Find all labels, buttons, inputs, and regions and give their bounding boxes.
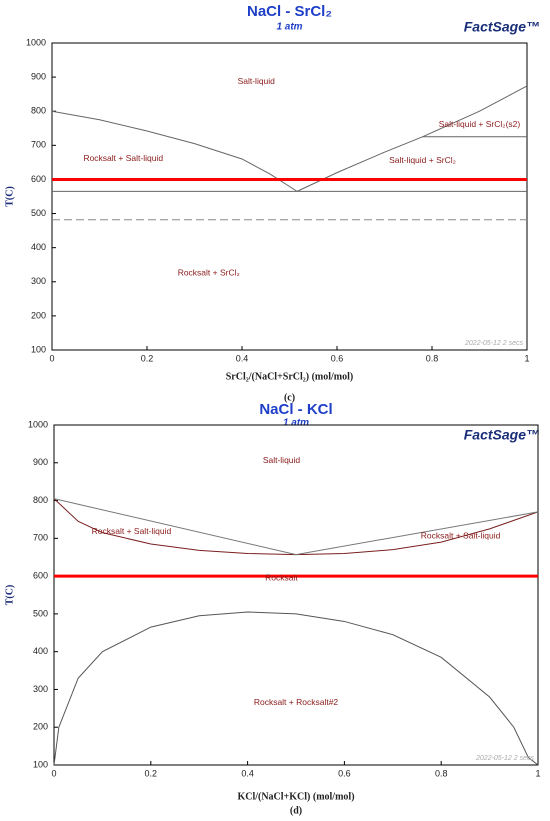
phase-line: [53, 611, 539, 766]
region-label: Rocksalt + Salt-liquid: [83, 153, 163, 163]
y-tick-label: 100: [31, 344, 46, 354]
phase-line: [51, 110, 298, 192]
y-axis-label: T(C): [4, 585, 15, 606]
chart-subtitle: 1 atm: [276, 22, 302, 33]
region-label: Rocksalt + SrCl₂: [178, 268, 240, 278]
y-tick-label: 700: [33, 533, 48, 543]
y-tick-label: 900: [33, 457, 48, 467]
region-label: Salt-liquid: [238, 76, 276, 86]
chart-title: NaCl - KCl: [259, 401, 332, 418]
y-axis-label: T(C): [4, 186, 15, 207]
x-tick-label: 0.8: [426, 353, 439, 363]
y-tick-label: 900: [31, 71, 46, 81]
region-label: Rocksalt + Salt-liquid: [421, 531, 501, 541]
y-tick-label: 600: [33, 570, 48, 580]
y-tick-label: 1000: [26, 37, 46, 47]
logo: FactSage™: [464, 19, 540, 35]
phase-line: [53, 498, 539, 556]
y-tick-label: 800: [31, 106, 46, 116]
x-tick-label: 0.4: [236, 353, 249, 363]
region-label: Rocksalt + Salt-liquid: [92, 526, 172, 536]
chart-title: NaCl - SrCl₂: [247, 3, 332, 20]
timestamp: 2022-05-12 2 secs: [475, 755, 534, 762]
y-tick-label: 400: [31, 242, 46, 252]
region-label: Salt-liquid: [263, 455, 301, 465]
y-tick-label: 300: [33, 684, 48, 694]
y-tick-label: 100: [33, 759, 48, 769]
region-label: Rocksalt: [265, 572, 298, 582]
caption: (c): [284, 392, 295, 403]
x-tick-label: 0: [49, 353, 54, 363]
x-tick-label: 0: [51, 768, 56, 778]
y-tick-label: 500: [31, 208, 46, 218]
x-axis-label: SrCl₂/(NaCl+SrCl₂) (mol/mol): [226, 371, 354, 382]
timestamp: 2022-05-12 2 secs: [464, 340, 523, 347]
x-tick-label: 0.4: [241, 768, 254, 778]
x-tick-label: 1: [524, 353, 529, 363]
y-tick-label: 200: [31, 310, 46, 320]
x-tick-label: 0.6: [331, 353, 344, 363]
y-tick-label: 400: [33, 646, 48, 656]
x-tick-label: 1: [535, 768, 540, 778]
region-label: Salt-liquid + SrCl₂: [389, 155, 456, 165]
y-tick-label: 600: [31, 174, 46, 184]
chart-subtitle: 1 atm: [283, 418, 309, 429]
y-tick-label: 500: [33, 608, 48, 618]
plot-frame: [51, 42, 528, 351]
x-tick-label: 0.6: [338, 768, 351, 778]
y-tick-label: 700: [31, 140, 46, 150]
y-tick-label: 200: [33, 722, 48, 732]
caption: (d): [290, 805, 302, 816]
x-tick-label: 0.2: [145, 768, 158, 778]
y-tick-label: 1000: [28, 419, 48, 429]
plot-frame: [53, 424, 539, 766]
x-tick-label: 0.8: [435, 768, 448, 778]
phase-line: [53, 498, 539, 556]
region-label: Salt-liquid + SrCl₂(s2): [439, 119, 521, 129]
region-label: Rocksalt + Rocksalt#2: [254, 697, 339, 707]
logo: FactSage™: [464, 427, 540, 443]
y-tick-label: 800: [33, 495, 48, 505]
y-tick-label: 300: [31, 276, 46, 286]
x-tick-label: 0.2: [141, 353, 154, 363]
x-axis-label: KCl/(NaCl+KCl) (mol/mol): [237, 791, 354, 802]
phase-line: [296, 85, 528, 192]
